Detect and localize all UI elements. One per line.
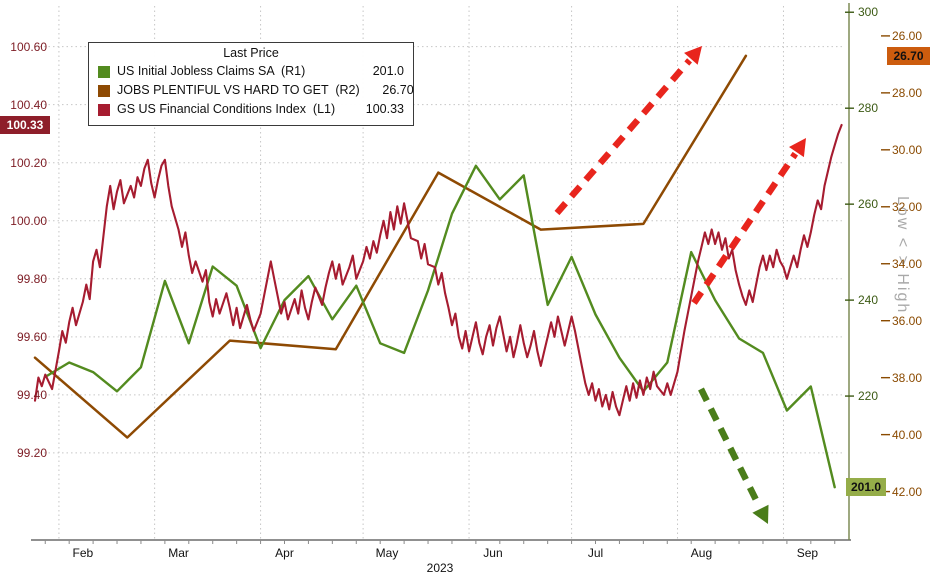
r1-tick-label: 240: [858, 293, 879, 308]
legend-item-value: 100.33: [365, 102, 404, 116]
legend-title: Last Price: [223, 46, 279, 60]
last-price-badge-jobless-claims: 201.0: [846, 478, 886, 497]
legend-item-value: 26.70: [382, 83, 414, 97]
r1-tick-label: 300: [858, 5, 879, 20]
x-axis-year-label: 2023: [426, 561, 454, 575]
legend-item: US Initial Jobless Claims SA (R1) 201.0: [98, 62, 404, 81]
legend-item: GS US Financial Conditions Index (L1) 10…: [98, 100, 404, 119]
r2-tick-label: 28.00: [892, 85, 923, 100]
x-month-label: Mar: [168, 546, 189, 560]
trend-arrow-head-1: [684, 46, 702, 65]
series-line-r1: [44, 164, 836, 489]
series-swatch-gs-fci: [98, 103, 110, 116]
r2-tick-label: 42.00: [892, 484, 923, 499]
trend-arrow-shaft-2: [691, 151, 799, 305]
legend-item-label: GS US Financial Conditions Index (L1): [117, 102, 336, 116]
r2-tick-label: 40.00: [892, 427, 923, 442]
last-price-badge-jobs-plentiful: 26.70: [887, 46, 930, 65]
r1-tick-label: 260: [858, 197, 879, 212]
l1-tick-label: 100.60: [10, 39, 47, 54]
series-swatch-jobless-claims: [98, 65, 110, 78]
r1-tick-label: 220: [858, 389, 879, 404]
trend-arrow-shaft-1: [554, 58, 692, 216]
r2-tick-label: 30.00: [892, 142, 923, 157]
l1-tick-label: 100.40: [10, 97, 47, 112]
l1-tick-label: 99.40: [16, 387, 47, 402]
last-price-badge-fci: 100.33: [0, 115, 50, 134]
r2-tick-label: 26.00: [892, 28, 923, 43]
x-month-label: Feb: [72, 546, 94, 560]
legend-item-value: 201.0: [372, 64, 404, 78]
x-month-label: Aug: [690, 546, 713, 560]
l1-tick-label: 100.00: [10, 213, 47, 228]
x-month-label: Jun: [483, 546, 503, 560]
x-month-label: Sep: [796, 546, 819, 560]
trend-arrow-shaft-3: [698, 387, 763, 509]
l1-tick-label: 99.20: [16, 445, 47, 460]
l1-tick-label: 100.20: [10, 155, 47, 170]
trend-arrow-head-2: [789, 138, 806, 158]
r2-tick-label: 38.00: [892, 370, 923, 385]
x-month-label: Jul: [587, 546, 604, 560]
r1-tick-label: 280: [858, 101, 879, 116]
trend-arrow-head-3: [752, 504, 769, 524]
l1-tick-label: 99.60: [16, 329, 47, 344]
legend-item-label: JOBS PLENTIFUL VS HARD TO GET (R2): [117, 83, 360, 97]
legend-item-label: US Initial Jobless Claims SA (R1): [117, 64, 306, 78]
series-swatch-jobs-plentiful: [98, 84, 110, 97]
series-line-l1: [33, 123, 843, 417]
series-line-r2: [33, 54, 748, 439]
r2-tick-label: 34.00: [892, 256, 923, 271]
legend-item: JOBS PLENTIFUL VS HARD TO GET (R2) 26.70: [98, 81, 414, 100]
x-month-label: Apr: [275, 546, 294, 560]
legend: Last Price US Initial Jobless Claims SA …: [88, 42, 414, 126]
r2-tick-label: 32.00: [892, 199, 923, 214]
r2-tick-label: 36.00: [892, 313, 923, 328]
l1-tick-label: 99.80: [16, 271, 47, 286]
x-month-label: May: [375, 546, 399, 560]
right-axis-caption: Low < > High: [894, 196, 911, 315]
